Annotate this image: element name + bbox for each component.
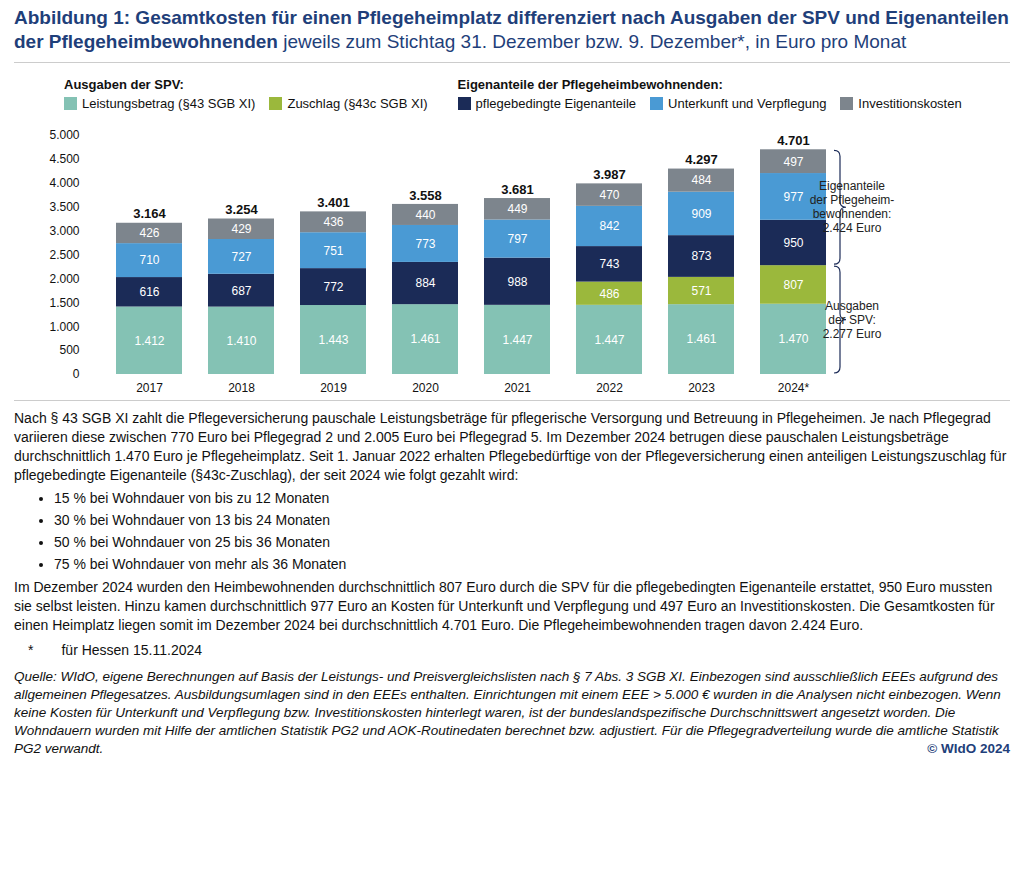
svg-text:440: 440 [415, 208, 435, 222]
svg-text:1.500: 1.500 [49, 296, 79, 310]
svg-text:1.470: 1.470 [778, 332, 808, 346]
svg-text:2022: 2022 [596, 381, 623, 395]
svg-text:1.447: 1.447 [594, 333, 624, 347]
svg-text:884: 884 [415, 276, 435, 290]
svg-text:1.461: 1.461 [686, 332, 716, 346]
svg-text:1.461: 1.461 [410, 332, 440, 346]
html-text:Leistungsbetrag (§43 SGB XI): Leistungsbetrag (§43 SGB XI) [82, 96, 256, 111]
svg-text:2019: 2019 [320, 381, 347, 395]
html-text:pflegebedingte Eigenanteile: pflegebedingte Eigenanteile [475, 96, 637, 111]
html-text:Im Dezember 2024 wurden den He: Im Dezember 2024 wurden den Heimbewohnen… [14, 579, 995, 633]
svg-text:2018: 2018 [228, 381, 255, 395]
svg-text:807: 807 [783, 278, 803, 292]
svg-text:773: 773 [415, 237, 435, 251]
svg-text:2023: 2023 [688, 381, 715, 395]
html-text:Unterkunft und Verpflegung: Unterkunft und Verpflegung [668, 96, 827, 111]
html-text:Eigenanteile der Pflegeheimbew: Eigenanteile der Pflegeheimbewohnenden: [457, 77, 723, 92]
svg-text:2017: 2017 [136, 381, 163, 395]
svg-text:1.000: 1.000 [49, 320, 79, 334]
html-text:© WIdO 2024: © WIdO 2024 [927, 741, 1010, 756]
svg-text:842: 842 [599, 219, 619, 233]
svg-text:4.297: 4.297 [685, 152, 718, 167]
svg-text:2024*: 2024* [778, 381, 810, 395]
svg-text:497: 497 [783, 155, 803, 169]
svg-text:3.500: 3.500 [49, 200, 79, 214]
svg-text:3.681: 3.681 [501, 182, 534, 197]
svg-text:5.000: 5.000 [49, 128, 79, 142]
svg-text:1.447: 1.447 [502, 333, 532, 347]
svg-text:2.500: 2.500 [49, 248, 79, 262]
svg-text:Eigenanteileder Pflegeheim-bew: Eigenanteileder Pflegeheim-bewohnenden:2… [810, 179, 895, 235]
svg-text:500: 500 [59, 343, 79, 357]
svg-text:3.000: 3.000 [49, 224, 79, 238]
svg-text:772: 772 [323, 280, 343, 294]
svg-text:2021: 2021 [504, 381, 531, 395]
svg-text:909: 909 [691, 207, 711, 221]
svg-text:616: 616 [139, 285, 159, 299]
svg-text:4.000: 4.000 [49, 176, 79, 190]
svg-text:977: 977 [783, 190, 803, 204]
svg-text:470: 470 [599, 188, 619, 202]
svg-text:2.000: 2.000 [49, 272, 79, 286]
svg-text:3.254: 3.254 [225, 202, 258, 217]
svg-text:3.164: 3.164 [133, 206, 166, 221]
svg-text:484: 484 [691, 173, 711, 187]
svg-text:751: 751 [323, 244, 343, 258]
html-text:Zuschlag (§43c SGB XI): Zuschlag (§43c SGB XI) [287, 96, 428, 111]
html-text:75 % bei Wohndauer von mehr al: 75 % bei Wohndauer von mehr als 36 Monat… [54, 556, 347, 572]
svg-text:950: 950 [783, 236, 803, 250]
svg-text:743: 743 [599, 257, 619, 271]
svg-text:2020: 2020 [412, 381, 439, 395]
svg-text:3.558: 3.558 [409, 188, 442, 203]
svg-text:1.410: 1.410 [226, 334, 256, 348]
html-text:Abbildung 1: Gesamtkosten für: Abbildung 1: Gesamtkosten für einen Pfle… [14, 7, 1009, 52]
svg-text:Ausgabender SPV:2.277 Euro: Ausgabender SPV:2.277 Euro [823, 299, 882, 341]
svg-text:449: 449 [507, 202, 527, 216]
svg-text:436: 436 [323, 215, 343, 229]
svg-text:571: 571 [691, 284, 711, 298]
html-text:Quelle: WIdO, eigene Berechnun: Quelle: WIdO, eigene Berechnungen auf Ba… [14, 669, 1001, 756]
html-text:15 % bei Wohndauer von bis zu: 15 % bei Wohndauer von bis zu 12 Monaten [54, 490, 330, 506]
html-text:30 % bei Wohndauer von 13 bis: 30 % bei Wohndauer von 13 bis 24 Monaten [54, 512, 330, 528]
svg-text:4.701: 4.701 [777, 133, 810, 148]
html-text:Ausgaben der SPV:: Ausgaben der SPV: [64, 77, 184, 92]
svg-text:1.443: 1.443 [318, 333, 348, 347]
svg-text:687: 687 [231, 284, 251, 298]
html-text:50 % bei Wohndauer von 25 bis: 50 % bei Wohndauer von 25 bis 36 Monaten [54, 534, 330, 550]
svg-text:1.412: 1.412 [134, 334, 164, 348]
html-text:für Hessen 15.11.2024: für Hessen 15.11.2024 [61, 642, 203, 658]
svg-text:3.401: 3.401 [317, 195, 350, 210]
svg-text:429: 429 [231, 222, 251, 236]
svg-text:3.987: 3.987 [593, 167, 626, 182]
svg-text:4.500: 4.500 [49, 152, 79, 166]
svg-text:988: 988 [507, 275, 527, 289]
html-text:Investitionskosten: Investitionskosten [858, 96, 962, 111]
svg-text:873: 873 [691, 249, 711, 263]
svg-text:797: 797 [507, 232, 527, 246]
svg-text:426: 426 [139, 226, 159, 240]
html-text:Nach § 43 SGB XI zahlt die Pfl: Nach § 43 SGB XI zahlt die Pflegeversich… [14, 410, 1007, 483]
svg-text:0: 0 [73, 367, 80, 381]
svg-text:727: 727 [231, 250, 251, 264]
svg-text:486: 486 [599, 287, 619, 301]
svg-text:710: 710 [139, 253, 159, 267]
